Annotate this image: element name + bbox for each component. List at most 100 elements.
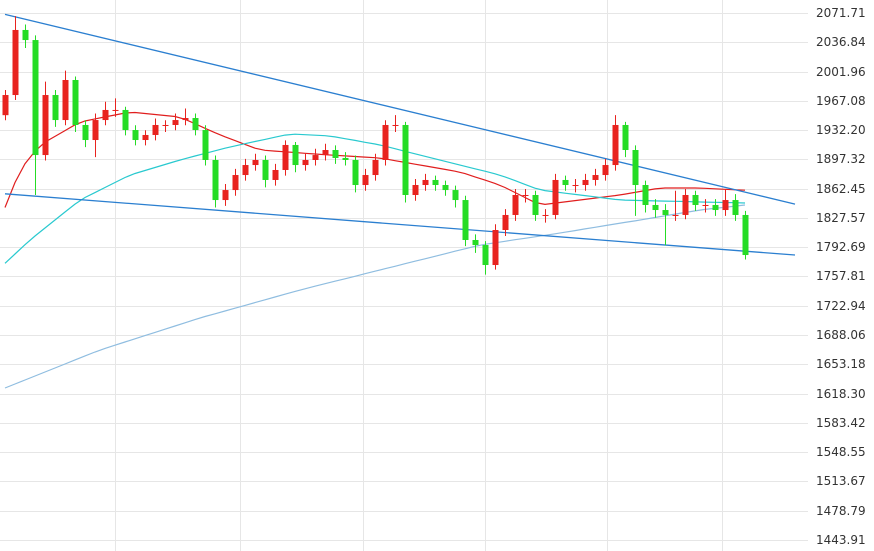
candle-body [712, 204, 719, 211]
candle-body [392, 124, 399, 126]
candle-body [132, 130, 139, 141]
y-tick-label: 2036.84 [816, 35, 866, 49]
candle-body [502, 214, 509, 231]
y-tick-label: 1583.42 [816, 416, 866, 430]
candle-body [332, 150, 339, 158]
candle-body [702, 204, 709, 206]
y-tick-label: 1722.94 [816, 299, 866, 313]
candle-body [152, 124, 159, 135]
candle-body [272, 169, 279, 180]
y-tick-label: 1618.30 [816, 387, 866, 401]
candle-body [672, 214, 679, 216]
candle-body [532, 194, 539, 215]
candle-body [562, 179, 569, 186]
candle-body [22, 29, 29, 41]
candle-body [662, 210, 669, 215]
candle-body [462, 200, 469, 240]
candle-body [482, 245, 489, 266]
candle-body [172, 120, 179, 125]
candle-body [72, 79, 79, 125]
candle-body [142, 134, 149, 141]
candle-body [252, 159, 259, 166]
y-tick-label: 2071.71 [816, 6, 866, 20]
candle-body [742, 214, 749, 256]
candle-body [552, 179, 559, 215]
candle-body [372, 159, 379, 176]
candle-body [512, 194, 519, 215]
candle-body [112, 109, 119, 111]
candle-body [632, 150, 639, 186]
candle-body [592, 175, 599, 180]
y-tick-label: 1827.57 [816, 211, 866, 225]
candle-body [402, 124, 409, 195]
candle-body [162, 124, 169, 126]
candle-body [472, 239, 479, 246]
candle-body [322, 150, 329, 156]
candle-body [582, 179, 589, 186]
y-tick-label: 1653.18 [816, 357, 866, 371]
candle-body [572, 185, 579, 187]
candle-body [452, 190, 459, 201]
candle-body [302, 159, 309, 166]
candle-body [722, 200, 729, 211]
candle-body [42, 95, 49, 156]
candle-body [422, 179, 429, 186]
candle-body [62, 79, 69, 121]
candle-body [642, 185, 649, 205]
moving-average-line [4, 204, 746, 389]
candle-body [732, 200, 739, 215]
trendline [4, 13, 796, 205]
candle-body [382, 124, 389, 160]
candle-body [182, 118, 189, 121]
moving-average-line [4, 133, 746, 264]
candle-body [212, 159, 219, 201]
candle-body [242, 165, 249, 176]
y-tick-label: 1513.67 [816, 474, 866, 488]
candle-body [412, 185, 419, 195]
candle-body [362, 175, 369, 186]
y-tick-label: 1897.32 [816, 152, 866, 166]
y-tick-label: 1548.55 [816, 445, 866, 459]
candle-body [222, 190, 229, 201]
candle-body [492, 230, 499, 266]
candle-body [312, 155, 319, 160]
candle-body [692, 194, 699, 205]
candle-body [32, 40, 39, 156]
y-tick-label: 1478.79 [816, 504, 866, 518]
candle-body [82, 124, 89, 141]
y-tick-label: 1792.69 [816, 240, 866, 254]
candle-body [202, 130, 209, 160]
candle-body [432, 179, 439, 186]
candle-body [352, 159, 359, 186]
candle-body [622, 124, 629, 151]
y-tick-label: 1688.06 [816, 328, 866, 342]
candle-body [652, 204, 659, 211]
candle-body [522, 194, 529, 196]
candle-body [342, 157, 349, 160]
candle-body [52, 95, 59, 121]
y-tick-label: 2001.96 [816, 65, 866, 79]
vertical-grid [115, 0, 723, 551]
candle-body [442, 185, 449, 191]
candle-body [232, 175, 239, 191]
y-tick-label: 1757.81 [816, 269, 866, 283]
y-tick-label: 1932.20 [816, 123, 866, 137]
candle-body [602, 165, 609, 176]
candle-body [2, 95, 9, 116]
candle-body [282, 144, 289, 170]
y-tick-label: 1862.45 [816, 182, 866, 196]
candle-body [612, 124, 619, 166]
candle-body [682, 194, 689, 215]
candle-body [12, 29, 19, 96]
candle-body [542, 214, 549, 216]
candle-body [292, 144, 299, 166]
candle-body [102, 109, 109, 121]
candle-body [262, 159, 269, 180]
candle-body [122, 109, 129, 131]
candle-body [92, 120, 99, 141]
candle-body [192, 118, 199, 131]
y-tick-label: 1967.08 [816, 94, 866, 108]
y-tick-label: 1443.91 [816, 533, 866, 547]
